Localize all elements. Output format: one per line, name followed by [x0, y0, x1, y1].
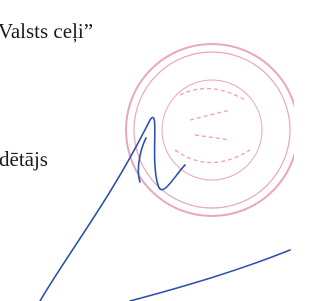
text-line: Valsts ceļi” — [0, 19, 93, 43]
text-line: dētājs — [0, 147, 48, 171]
document-scan: Valsts ceļi” dētājs — [0, 0, 294, 301]
